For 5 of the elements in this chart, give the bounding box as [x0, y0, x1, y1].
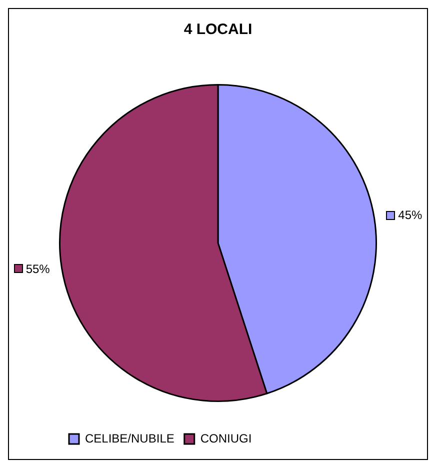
data-label: 55%: [26, 262, 50, 276]
chart-title: 4 LOCALI: [184, 21, 252, 38]
data-label: 45%: [398, 208, 422, 222]
legend-label: CONIUGI: [200, 431, 252, 446]
legend-label: CELIBE/NUBILE: [85, 431, 174, 446]
